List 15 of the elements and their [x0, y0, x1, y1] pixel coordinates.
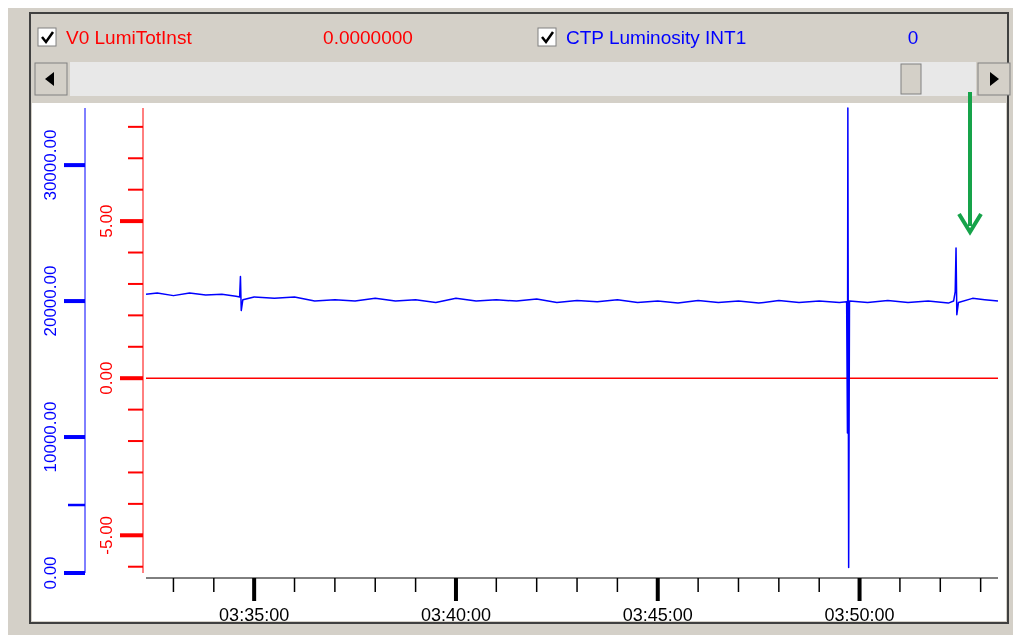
x-tick-label: 03:45:00: [622, 605, 693, 625]
y-tick-label: 30000.00: [41, 129, 60, 201]
y-tick-label: 20000.00: [41, 265, 60, 337]
x-tick-label: 03:35:00: [219, 605, 290, 625]
y-tick-label: 10000.00: [41, 401, 60, 473]
text: 0.0000000: [323, 27, 413, 48]
y2-tick-label: 0.00: [97, 361, 116, 395]
x-tick-label: 03:40:00: [420, 605, 492, 625]
y2-tick-label: -5.00: [97, 515, 116, 555]
text: 0: [907, 27, 919, 48]
text: CTP Luminosity INT1: [566, 27, 747, 48]
y2-tick-label: 5.00: [97, 204, 116, 238]
text: V0 LumiTotInst: [66, 27, 193, 48]
y-tick-label: 0.00: [41, 556, 60, 590]
x-tick-label: 03:50:00: [824, 605, 895, 625]
